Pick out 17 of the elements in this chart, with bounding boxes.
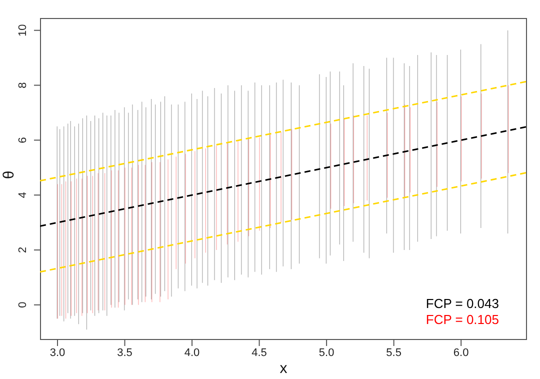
x-tick-label: 5.5: [386, 346, 402, 359]
x-tick-label: 3.0: [50, 346, 66, 359]
x-tick-label: 6.0: [453, 346, 469, 359]
y-axis-title: θ: [0, 170, 18, 179]
y-tick-label: 2: [17, 246, 29, 254]
y-tick-label: 0: [17, 302, 29, 308]
text: FCP = 0.105: [426, 312, 499, 328]
x-tick-label: 3.5: [117, 346, 132, 359]
x-tick-label: 5.0: [318, 346, 334, 359]
y-tick-label: 4: [17, 192, 29, 198]
y-tick-label: 10: [17, 24, 29, 36]
text: FCP = 0.043: [426, 296, 499, 312]
x-tick-label: 4.5: [252, 346, 267, 359]
x-tick-label: 4.0: [184, 346, 200, 359]
y-tick-label: 8: [17, 82, 29, 88]
y-tick-label: 6: [17, 137, 29, 144]
x-axis-title: x: [280, 360, 288, 377]
